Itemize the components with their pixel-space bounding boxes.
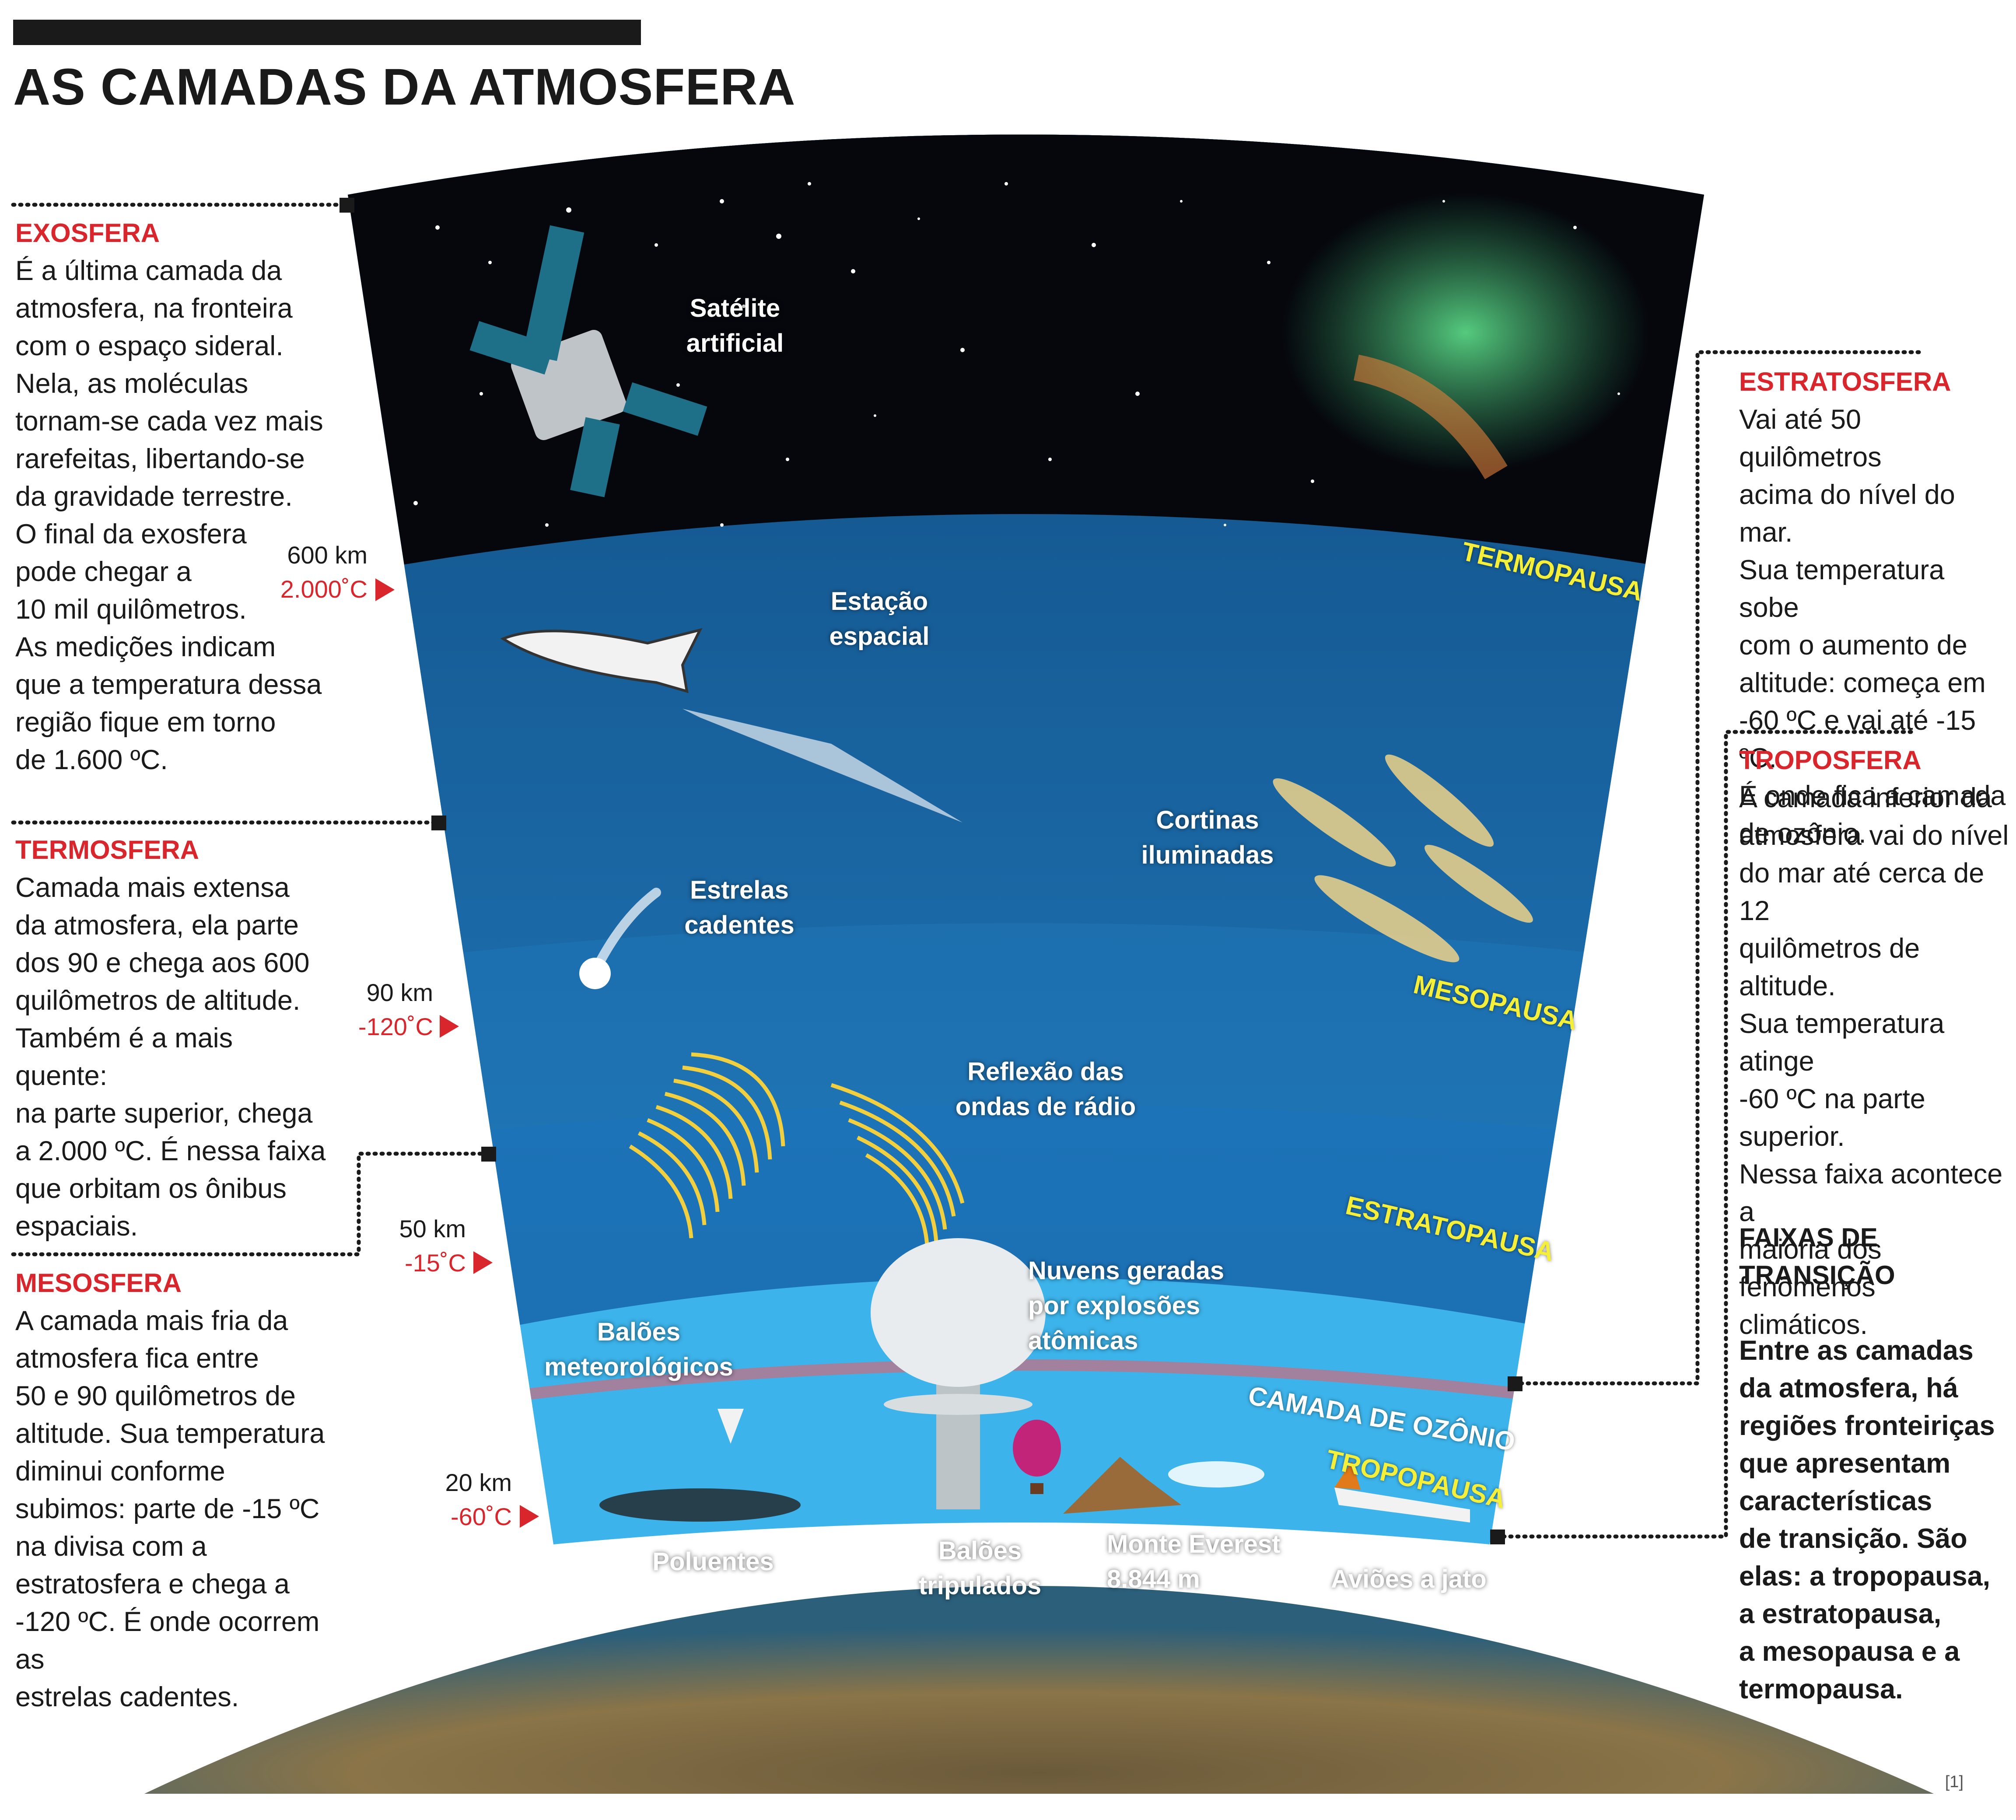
label-reflexao: Reflexão das ondas de rádio — [955, 1057, 1136, 1121]
termosfera-heading: TERMOSFERA — [15, 835, 199, 864]
page-title: AS CAMADAS DA ATMOSFERA — [13, 58, 796, 116]
pollution-icon — [599, 1488, 801, 1522]
troposfera-heading: TROPOSFERA — [1739, 746, 1922, 775]
label-nuvens: Nuvens geradas por explosões atômicas — [1028, 1256, 1225, 1355]
altitude-90km: 90 km -120˚C — [319, 976, 433, 1044]
altitude-temp: -60˚C — [450, 1503, 512, 1530]
panel-estratosfera: ESTRATOSFERA Vai até 50 quilômetros acim… — [1739, 363, 2010, 852]
panel-faixas-transicao: FAIXAS DE TRANSIÇÃO Entre as camadas da … — [1739, 1181, 2010, 1746]
altitude-temp: 2.000˚C — [280, 575, 368, 603]
label-avioes: Aviões a jato — [1331, 1565, 1487, 1593]
airplane-icon — [1334, 1461, 1470, 1522]
label-cortinas: Cortinas iluminadas — [1141, 806, 1274, 869]
leader-markers — [340, 198, 1522, 1544]
panel-exosfera: EXOSFERA É a última camada da atmosfera,… — [15, 214, 330, 779]
mount-everest-icon — [1063, 1457, 1181, 1514]
label-baloes-meteorologicos: Balões meteorológicos — [544, 1318, 733, 1381]
altitude-km: 600 km — [287, 541, 368, 569]
mesosfera-text: A camada mais fria da atmosfera fica ent… — [15, 1306, 325, 1712]
space-shuttle-icon — [500, 628, 962, 822]
troposfera-text: A camada inferior da atmosfera vai do ní… — [1739, 783, 2009, 1340]
title-bar-decoration — [13, 20, 641, 45]
illuminated-curtains-icon — [1273, 754, 1533, 962]
estratosfera-heading: ESTRATOSFERA — [1739, 367, 1951, 396]
estratosfera-text: Vai até 50 quilômetros acima do nível do… — [1739, 404, 2006, 849]
exosfera-text: É a última camada da atmosfera, na front… — [15, 256, 323, 775]
label-poluentes: Poluentes — [652, 1547, 774, 1576]
shooting-star-icon — [579, 888, 661, 989]
weather-balloon-icon — [718, 1409, 744, 1444]
label-baloes-tripulados: Balões tripulados — [918, 1536, 1042, 1600]
altitude-50km: 50 km -15˚C — [352, 1212, 466, 1280]
satellite-icon — [469, 225, 707, 497]
reference-marker: [1] — [1945, 1773, 1964, 1791]
altitude-temp: -120˚C — [358, 1013, 433, 1040]
cloud-icon — [1168, 1461, 1264, 1488]
altitude-km: 50 km — [399, 1215, 466, 1242]
panel-troposfera: TROPOSFERA A camada inferior da atmosfer… — [1739, 742, 2010, 1344]
altitude-arrow-icon — [473, 1251, 493, 1274]
panel-mesosfera: MESOSFERA A camada mais fria da atmosfer… — [15, 1264, 330, 1716]
faixas-heading: FAIXAS DE TRANSIÇÃO — [1739, 1223, 1895, 1290]
radio-waves-icon — [629, 1052, 965, 1256]
aurora-decoration — [1282, 192, 1649, 472]
termosfera-text: Camada mais extensa da atmosfera, ela pa… — [15, 872, 326, 1242]
altitude-arrow-icon — [520, 1505, 539, 1528]
atomic-cloud-icon — [871, 1238, 1046, 1509]
altitude-arrow-icon — [375, 578, 395, 601]
altitude-600km: 600 km 2.000˚C — [254, 538, 368, 606]
leader-lines — [11, 203, 1923, 1539]
altitude-km: 90 km — [366, 979, 434, 1006]
altitude-arrow-icon — [440, 1015, 459, 1038]
label-estrelas: Estrelas cadentes — [684, 876, 794, 939]
label-estacao: Estação espacial — [829, 587, 930, 651]
altitude-temp: -15˚C — [404, 1249, 466, 1277]
exosfera-heading: EXOSFERA — [15, 218, 160, 248]
hot-air-balloon-icon — [1013, 1420, 1061, 1494]
mesosfera-heading: MESOSFERA — [15, 1268, 182, 1298]
label-everest: Monte Everest 8.844 m — [1107, 1530, 1281, 1593]
panel-termosfera: TERMOSFERA Camada mais extensa da atmosf… — [15, 831, 330, 1245]
altitude-km: 20 km — [445, 1469, 512, 1496]
altitude-20km: 20 km -60˚C — [398, 1466, 512, 1534]
label-satelite: Satélite artificial — [686, 294, 784, 357]
faixas-text: Entre as camadas da atmosfera, há regiõe… — [1739, 1335, 1995, 1704]
earth-surface — [144, 1586, 1934, 1794]
